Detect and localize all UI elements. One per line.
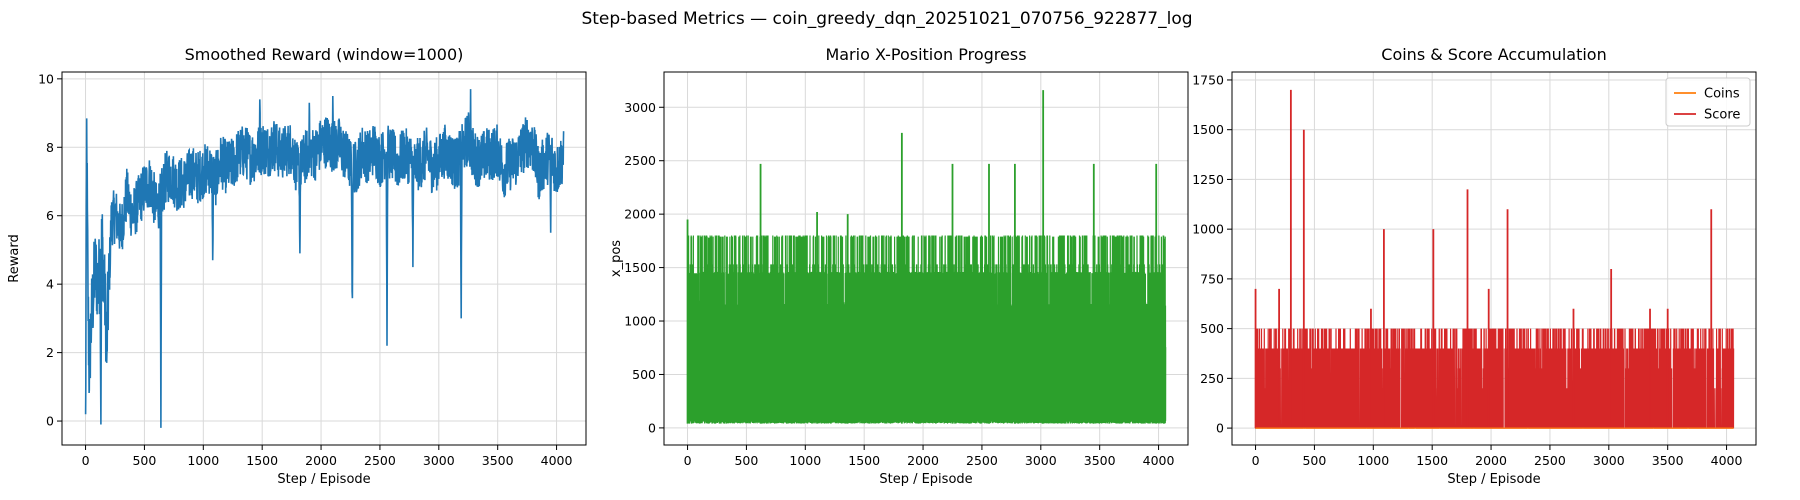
chart-title: Mario X-Position Progress: [825, 45, 1026, 64]
x-tick-label: 0: [1252, 453, 1260, 468]
x-tick-label: 1000: [187, 453, 219, 468]
chart-title: Coins & Score Accumulation: [1381, 45, 1606, 64]
y-tick-label: 500: [1200, 321, 1224, 336]
x-tick-label: 3000: [1025, 453, 1057, 468]
chart-panel-2: 0 500 1000 1500 2000 2500 3000 3500 4000 0 500 1000…: [609, 45, 1189, 487]
data-layer: [1254, 89, 1735, 429]
x-axis-label: Step / Episode: [277, 472, 370, 487]
y-tick-label: 250: [1200, 371, 1224, 386]
x-tick-label: 2000: [305, 453, 337, 468]
x-tick-label: 1500: [848, 453, 880, 468]
x-tick-label: 2000: [1475, 453, 1507, 468]
y-tick-label: 4: [46, 277, 54, 292]
x-tick-label: 3000: [1593, 453, 1625, 468]
x-tick-label: 0: [684, 453, 692, 468]
x-tick-label: 500: [132, 453, 156, 468]
y-tick-label: 3000: [624, 100, 656, 115]
x-tick-label: 1000: [1357, 453, 1389, 468]
x-tick-label: 3500: [482, 453, 514, 468]
score-series-line: [1254, 328, 1735, 429]
y-tick-label: 2500: [624, 153, 656, 168]
x-tick-label: 4000: [1711, 453, 1743, 468]
y-tick-label: 1250: [1192, 172, 1224, 187]
y-tick-label: 0: [648, 420, 656, 435]
y-tick-label: 2000: [624, 207, 656, 222]
x-tick-label: 4000: [541, 453, 573, 468]
y-tick-label: 1500: [1192, 122, 1224, 137]
x-tick-label: 3500: [1652, 453, 1684, 468]
y-tick-label: 1000: [1192, 222, 1224, 237]
y-tick-label: 6: [46, 208, 54, 223]
xpos-series-line: [686, 235, 1167, 424]
x-tick-label: 4000: [1143, 453, 1175, 468]
x-tick-label: 1500: [246, 453, 278, 468]
y-tick-label: 750: [1200, 271, 1224, 286]
y-tick-label: 8: [46, 140, 54, 155]
x-tick-label: 0: [82, 453, 90, 468]
x-tick-label: 1500: [1416, 453, 1448, 468]
chart-panel-1: 0 500 1000 1500 2000 2500 3000 3500 4000 0 2 4 6 8 10 S…: [7, 45, 587, 487]
x-tick-label: 2500: [966, 453, 998, 468]
y-axis-label: Reward: [7, 234, 22, 282]
x-tick-label: 3500: [1084, 453, 1116, 468]
axes-frame: [663, 71, 1189, 446]
chart-title: Smoothed Reward (window=1000): [185, 45, 464, 64]
x-tick-label: 3000: [423, 453, 455, 468]
data-layer: [686, 90, 1167, 424]
y-tick-label: 10: [38, 71, 54, 86]
y-tick-label: 1500: [624, 260, 656, 275]
x-axis-label: Step / Episode: [879, 472, 972, 487]
axes-frame: [1231, 71, 1757, 446]
x-tick-label: 500: [1302, 453, 1326, 468]
axes-container: 0 500 1000 1500 2000 2500 3000 3500 40000246810S…: [7, 45, 1757, 487]
chart-panel-3: 0 500 1000 1500 2000 2500 3000 3500 4000 0 250 500 7…: [1192, 45, 1757, 487]
x-tick-label: 500: [734, 453, 758, 468]
legend: Coins Score: [1665, 77, 1751, 127]
data-layer: [84, 89, 565, 428]
x-tick-label: 2000: [907, 453, 939, 468]
x-axis-label: Step / Episode: [1447, 472, 1540, 487]
axes-frame: [61, 71, 587, 446]
legend-label-score: Score: [1704, 108, 1740, 123]
y-tick-label: 1000: [624, 314, 656, 329]
x-tick-label: 1000: [789, 453, 821, 468]
y-tick-label: 500: [632, 367, 656, 382]
y-tick-label: 1750: [1192, 72, 1224, 87]
y-tick-label: 0: [1216, 421, 1224, 436]
y-axis-label: x_pos: [609, 240, 624, 277]
legend-label-coins: Coins: [1704, 87, 1740, 102]
x-tick-label: 2500: [364, 453, 396, 468]
y-tick-label: 0: [46, 414, 54, 429]
figure-suptitle: Step-based Metrics — coin_greedy_dqn_202…: [581, 9, 1192, 29]
reward-series-line: [84, 89, 565, 428]
x-tick-label: 2500: [1534, 453, 1566, 468]
y-tick-label: 2: [46, 345, 54, 360]
